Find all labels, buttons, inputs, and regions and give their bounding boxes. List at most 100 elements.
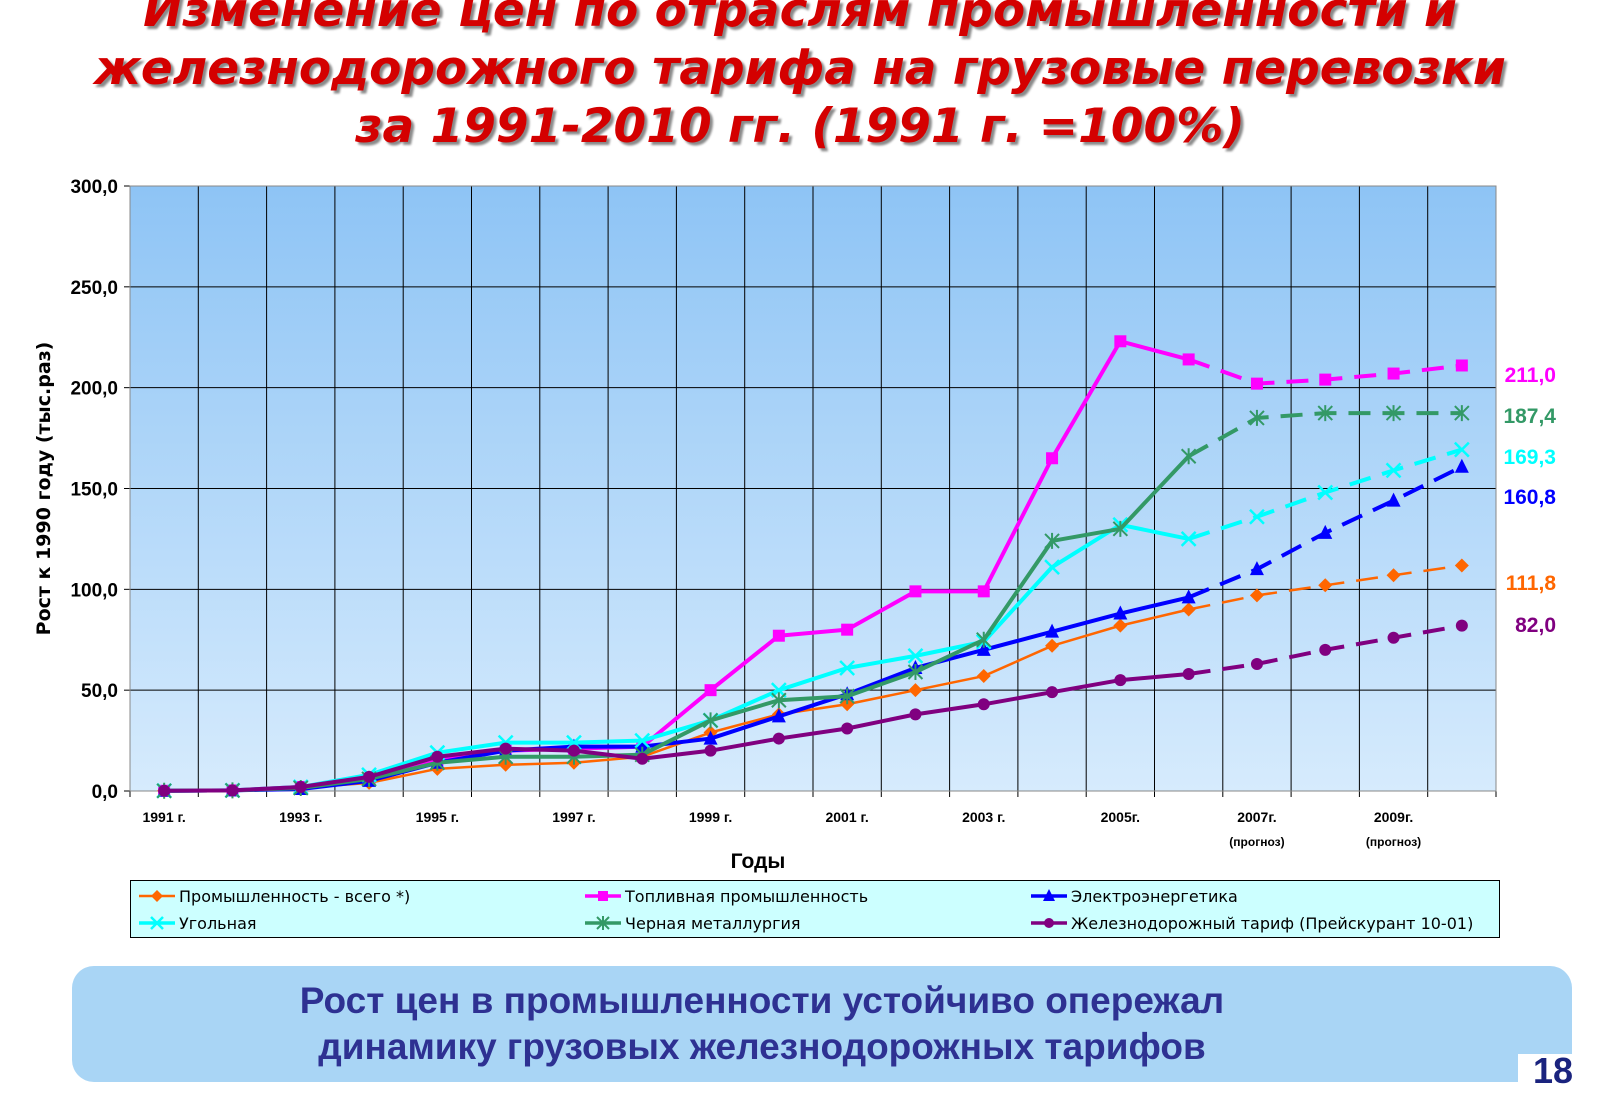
data-point: [1385, 462, 1402, 479]
legend-label: Угольная: [179, 913, 257, 933]
data-point: [1249, 561, 1264, 576]
data-point: [634, 732, 651, 749]
data-point: [771, 708, 786, 723]
data-point: [772, 732, 785, 745]
data-point: [1318, 578, 1333, 593]
legend-item: Черная металлургия: [583, 911, 801, 935]
y-tick-label: 50,0: [81, 681, 118, 702]
data-point: [839, 660, 856, 676]
data-point: [1455, 619, 1468, 632]
data-point: [1046, 686, 1059, 699]
data-point: [1249, 508, 1265, 525]
conclusion-callout: Рост цен в промышленности устойчиво опер…: [72, 966, 1572, 1082]
data-point: [977, 698, 990, 711]
data-point: [1045, 623, 1060, 638]
forecast-label: (прогноз): [1229, 835, 1284, 849]
legend-label: Черная металлургия: [625, 913, 801, 933]
slide-title: Изменение цен по отраслям промышленности…: [60, 0, 1540, 156]
x-tick-label: 2003 г.: [962, 809, 1005, 825]
data-point: [158, 784, 171, 797]
data-point: [1114, 674, 1127, 687]
data-point: [1114, 335, 1127, 348]
x-tick-label: 2009г.: [1374, 809, 1413, 825]
data-point: [151, 890, 163, 902]
end-value-label: 211,0: [1505, 364, 1556, 387]
data-point: [1386, 492, 1401, 507]
callout-line-1: Рост цен в промышленности устойчиво опер…: [299, 980, 1225, 1021]
data-point: [1317, 484, 1334, 501]
y-tick-label: 250,0: [70, 278, 118, 299]
end-value-label: 111,8: [1506, 572, 1557, 595]
data-point: [1319, 643, 1332, 656]
data-point: [1387, 367, 1400, 380]
data-point: [1453, 441, 1470, 458]
data-point: [1454, 558, 1469, 573]
legend-item: Угольная: [137, 911, 257, 935]
data-point: [1454, 405, 1470, 422]
x-tick-label: 1995 г.: [416, 809, 459, 825]
chart-legend: Промышленность - всего *) Топливная промы…: [130, 880, 1500, 938]
x-tick-label: 2001 г.: [825, 809, 868, 825]
series-железнодорожный-тариф-прейскурант-10-01: [158, 619, 1468, 797]
data-point: [1249, 409, 1265, 426]
data-point: [1250, 657, 1263, 670]
data-point: [772, 629, 785, 642]
data-point: [1385, 405, 1402, 422]
data-point: [771, 692, 787, 709]
legend-label: Топливная промышленность: [625, 886, 869, 906]
data-point: [1181, 602, 1196, 617]
data-point: [1046, 452, 1059, 465]
x-tick-label: 1997 г.: [552, 809, 595, 825]
data-point: [1454, 458, 1469, 473]
data-point: [567, 744, 580, 757]
x-tick-label: 2005г.: [1101, 809, 1140, 825]
legend-swatch: [139, 916, 175, 930]
end-value-label: 160,8: [1503, 486, 1556, 509]
data-point: [1319, 373, 1332, 386]
legend-swatch: [585, 891, 621, 901]
legend-item: Железнодорожный тариф (Прейскурант 10-01…: [1029, 911, 1473, 935]
legend-swatch: [585, 916, 621, 930]
data-point: [703, 730, 718, 745]
y-tick-label: 200,0: [70, 379, 118, 400]
data-point: [1386, 568, 1401, 583]
data-point: [1180, 531, 1197, 547]
data-point: [226, 784, 239, 797]
legend-swatch: [1031, 889, 1067, 901]
data-point: [1318, 524, 1333, 539]
data-point: [977, 585, 990, 598]
data-point: [1182, 353, 1195, 366]
title-line-3: за 1991-2010 гг. (1991 г. =100%): [355, 99, 1245, 154]
data-point: [1112, 520, 1129, 537]
end-value-label: 187,4: [1503, 405, 1556, 428]
data-point: [908, 683, 923, 698]
x-tick-label: 1999 г.: [689, 809, 732, 825]
data-point: [363, 770, 376, 783]
data-point: [1045, 638, 1060, 653]
data-point: [635, 738, 650, 753]
data-point: [704, 744, 717, 757]
data-point: [596, 916, 610, 930]
end-value-label: 169,3: [1503, 446, 1556, 469]
data-point: [976, 631, 992, 648]
data-point: [704, 684, 717, 697]
x-tick-label: 1993 г.: [279, 809, 322, 825]
data-point: [1113, 605, 1128, 620]
series-line: [164, 672, 1189, 793]
legend-item: Промышленность - всего *): [137, 884, 410, 908]
data-point: [598, 891, 608, 901]
data-point: [1181, 589, 1196, 604]
legend-item: Электроэнергетика: [1029, 884, 1238, 908]
y-tick-label: 0,0: [92, 782, 118, 803]
legend-swatch: [1031, 918, 1067, 928]
data-point: [839, 688, 855, 705]
data-point: [1249, 588, 1264, 603]
y-tick-label: 300,0: [70, 177, 118, 198]
x-tick-label: 2007г.: [1237, 809, 1276, 825]
legend-label: Электроэнергетика: [1071, 886, 1238, 906]
data-point: [1317, 405, 1333, 422]
callout-text: Рост цен в промышленности устойчиво опер…: [72, 978, 1452, 1070]
title-line-1: Изменение цен по отраслям промышленности…: [143, 0, 1457, 38]
data-point: [1182, 668, 1195, 681]
title-line-2: железнодорожного тарифа на грузовые пере…: [94, 41, 1506, 96]
